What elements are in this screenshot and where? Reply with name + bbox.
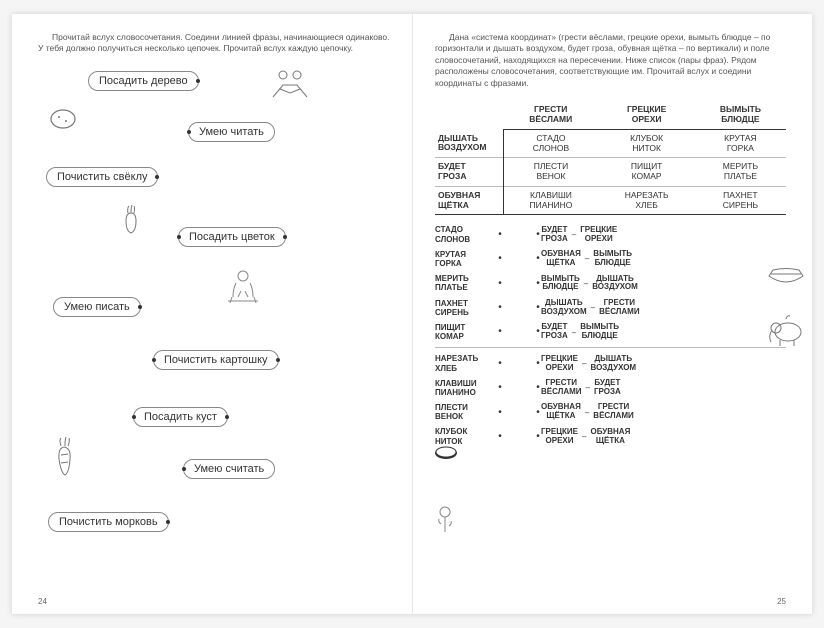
coordinate-table: ГРЕСТИВЁСЛАМИ ГРЕЦКИЕОРЕХИ ВЫМЫТЬБЛЮДЦЕ … <box>435 101 786 215</box>
pair-left: СТАДОСЛОНОВ <box>435 225 497 243</box>
flower-sketch-icon <box>433 504 457 536</box>
pair-row: ПЛЕСТИВЕНОК••ОБУВНАЯЩЁТКА–ГРЕСТИВЁСЛАМИ <box>435 403 786 421</box>
pair-left: КЛАВИШИПИАНИНО <box>435 379 497 397</box>
pair-left: МЕРИТЬПЛАТЬЕ <box>435 274 497 292</box>
carrot-sketch-icon <box>50 437 80 483</box>
pair-left: ПЛЕСТИВЕНОК <box>435 403 497 421</box>
bullet-icon: • <box>497 278 503 290</box>
cell-13: КРУТАЯГОРКА <box>695 129 786 158</box>
boat-sketch-icon <box>766 264 806 288</box>
cell-31: КЛАВИШИПИАНИНО <box>503 186 598 215</box>
row-3: ОБУВНАЯЩЁТКА <box>435 186 503 215</box>
reading-sketch-icon <box>268 67 312 107</box>
left-instruction: Прочитай вслух словосочетания. Соедини л… <box>38 32 390 55</box>
pair-right: БУДЕТГРОЗА–ГРЕЦКИЕОРЕХИ <box>541 226 617 244</box>
row-2: БУДЕТГРОЗА <box>435 158 503 187</box>
bullet-icon: • <box>497 302 503 314</box>
pair-row: НАРЕЗАТЬХЛЕБ••ГРЕЦКИЕОРЕХИ–ДЫШАТЬВОЗДУХО… <box>435 354 786 372</box>
phrase-2: Умею читать <box>188 122 275 142</box>
bread-sketch-icon <box>433 444 459 464</box>
phrase-5: Умею писать <box>53 297 141 317</box>
cell-33: ПАХНЕТСИРЕНЬ <box>695 186 786 215</box>
pair-row: ПИЩИТКОМАР••БУДЕТГРОЗА–ВЫМЫТЬБЛЮДЦЕ <box>435 323 786 341</box>
right-instruction: Дана «система координат» (грести вёслами… <box>435 32 786 89</box>
cell-11: СТАДОСЛОНОВ <box>503 129 598 158</box>
pair-left: КРУТАЯГОРКА <box>435 250 497 268</box>
phrase-8: Умею считать <box>183 459 275 479</box>
pair-right: ОБУВНАЯЩЁТКА–ВЫМЫТЬБЛЮДЦЕ <box>541 250 632 268</box>
phrase-4: Посадить цветок <box>178 227 286 247</box>
pair-right: ДЫШАТЬВОЗДУХОМ–ГРЕСТИВЁСЛАМИ <box>541 299 640 317</box>
pair-list: СТАДОСЛОНОВ••БУДЕТГРОЗА–ГРЕЦКИЕОРЕХИКРУТ… <box>435 225 786 445</box>
pair-row: СТАДОСЛОНОВ••БУДЕТГРОЗА–ГРЕЦКИЕОРЕХИ <box>435 225 786 243</box>
phrase-6: Почистить картошку <box>153 350 279 370</box>
cell-22: ПИЩИТКОМАР <box>598 158 694 187</box>
bullet-icon: • <box>497 253 503 265</box>
pair-right: ГРЕЦКИЕОРЕХИ–ДЫШАТЬВОЗДУХОМ <box>541 355 636 373</box>
bullet-icon: • <box>497 326 503 338</box>
cell-23: МЕРИТЬПЛАТЬЕ <box>695 158 786 187</box>
page-number-left: 24 <box>38 597 47 606</box>
pair-right: ГРЕЦКИЕОРЕХИ–ОБУВНАЯЩЁТКА <box>541 428 630 446</box>
cell-32: НАРЕЗАТЬХЛЕБ <box>598 186 694 215</box>
pair-row: КРУТАЯГОРКА••ОБУВНАЯЩЁТКА–ВЫМЫТЬБЛЮДЦЕ <box>435 250 786 268</box>
page-number-right: 25 <box>777 597 786 606</box>
bullet-icon: • <box>497 229 503 241</box>
bullet-icon: • <box>497 407 503 419</box>
pair-right: ВЫМЫТЬБЛЮДЦЕ–ДЫШАТЬВОЗДУХОМ <box>541 275 638 293</box>
pair-left: ПАХНЕТСИРЕНЬ <box>435 299 497 317</box>
pair-right: ГРЕСТИВЁСЛАМИ–БУДЕТГРОЗА <box>541 379 621 397</box>
page-right: Дана «система координат» (грести вёслами… <box>412 14 812 614</box>
pair-left: ПИЩИТКОМАР <box>435 323 497 341</box>
radish-sketch-icon <box>118 205 144 241</box>
book-spread: Прочитай вслух словосочетания. Соедини л… <box>12 14 812 614</box>
col-3: ВЫМЫТЬБЛЮДЦЕ <box>695 101 786 129</box>
elephant-sketch-icon <box>766 314 806 350</box>
potato-sketch-icon <box>48 107 78 137</box>
cell-12: КЛУБОКНИТОК <box>598 129 694 158</box>
row-1: ДЫШАТЬВОЗДУХОМ <box>435 129 503 158</box>
pair-right: ОБУВНАЯЩЁТКА–ГРЕСТИВЁСЛАМИ <box>541 403 634 421</box>
pair-right: БУДЕТГРОЗА–ВЫМЫТЬБЛЮДЦЕ <box>541 323 619 341</box>
bullet-icon: • <box>497 431 503 443</box>
bullet-icon: • <box>497 358 503 370</box>
pair-left: НАРЕЗАТЬХЛЕБ <box>435 354 497 372</box>
page-left: Прочитай вслух словосочетания. Соедини л… <box>12 14 412 614</box>
divider <box>435 347 786 348</box>
col-1: ГРЕСТИВЁСЛАМИ <box>503 101 598 129</box>
col-2: ГРЕЦКИЕОРЕХИ <box>598 101 694 129</box>
pair-row: МЕРИТЬПЛАТЬЕ••ВЫМЫТЬБЛЮДЦЕ–ДЫШАТЬВОЗДУХО… <box>435 274 786 292</box>
phrase-7: Посадить куст <box>133 407 228 427</box>
bullet-icon: • <box>497 382 503 394</box>
phrase-area: Посадить дерево Умею читать Почистить св… <box>38 67 390 567</box>
phrase-3: Почистить свёклу <box>46 167 158 187</box>
pair-row: ПАХНЕТСИРЕНЬ••ДЫШАТЬВОЗДУХОМ–ГРЕСТИВЁСЛА… <box>435 299 786 317</box>
cook-sketch-icon <box>218 267 268 313</box>
pair-row: КЛАВИШИПИАНИНО••ГРЕСТИВЁСЛАМИ–БУДЕТГРОЗА <box>435 379 786 397</box>
pair-row: КЛУБОКНИТОК••ГРЕЦКИЕОРЕХИ–ОБУВНАЯЩЁТКА <box>435 427 786 445</box>
phrase-1: Посадить дерево <box>88 71 199 91</box>
cell-21: ПЛЕСТИВЕНОК <box>503 158 598 187</box>
phrase-9: Почистить морковь <box>48 512 169 532</box>
